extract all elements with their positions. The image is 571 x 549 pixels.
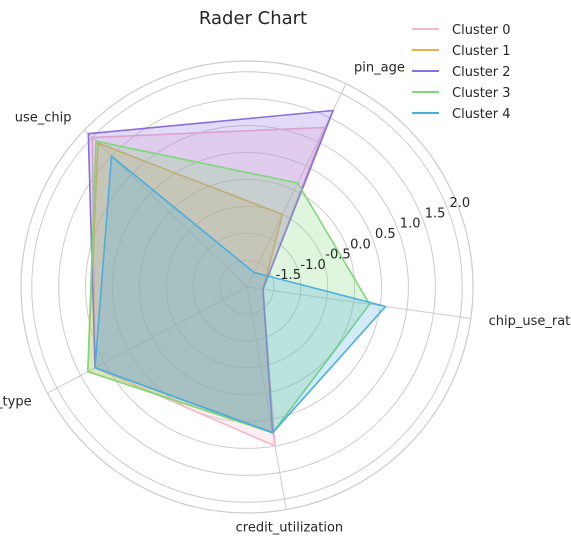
- chart-title: Rader Chart: [199, 8, 307, 29]
- spoke-credit_utilization: [246, 286, 287, 510]
- legend-label-1: Cluster 1: [452, 44, 511, 59]
- legend-label-3: Cluster 3: [452, 86, 511, 101]
- legend-label-2: Cluster 2: [452, 65, 511, 80]
- tick-label: -1.0: [300, 258, 325, 273]
- grid-circle-7: [31, 71, 463, 503]
- axis-label-layer: chip_use_ratio pin_age use_chip card_typecr…: [0, 61, 571, 536]
- grid-layer: [20, 60, 474, 514]
- axis-label-credit_utilization: credit_utilization: [236, 520, 344, 535]
- series-fill-0: [92, 127, 325, 447]
- grid-circle-6: [58, 98, 436, 476]
- grid-circle-2: [165, 205, 329, 369]
- grid-circle-4: [111, 151, 383, 423]
- tick-layer: -1.5-1.0-0.50.0 0.5 1.0 1.5 2.0: [276, 196, 471, 283]
- series-fill-1: [87, 143, 283, 433]
- grid-circle-5: [85, 125, 409, 449]
- grid-circle-1: [192, 232, 302, 342]
- axis-label-use_chip: use_chip: [15, 111, 72, 126]
- tick-label: 0.5: [375, 227, 396, 242]
- series-fill-2: [88, 110, 334, 433]
- legend-label-4: Cluster 4: [452, 107, 511, 122]
- tick-label: -1.5: [276, 268, 301, 283]
- spoke-chip_use_ratio: [246, 286, 471, 319]
- spoke-card_type: [47, 286, 248, 394]
- series-line-3: [87, 140, 371, 434]
- tick-label: 0.0: [350, 237, 371, 252]
- tick-label: 1.5: [425, 206, 446, 221]
- tick-label: 2.0: [450, 196, 471, 211]
- series-fill-3: [87, 141, 370, 433]
- tick-label: -0.5: [325, 248, 350, 263]
- axis-label-pin_age: pin_age: [354, 61, 405, 76]
- legend-label-0: Cluster 0: [452, 23, 511, 38]
- axis-label-card_type: card_type: [0, 395, 32, 410]
- legend: Cluster 0 Cluster 1 Cluster 2 Cluster 3 Clus…: [412, 23, 511, 122]
- series-fill-4: [95, 156, 386, 433]
- tick-label: 1.0: [400, 217, 421, 232]
- series-layer: [87, 109, 387, 447]
- grid-circle-3: [138, 178, 356, 396]
- grid-outer-circle: [20, 60, 474, 514]
- axis-label-chip_use_ratio: chip_use_ratio: [489, 314, 571, 329]
- grid-circle-0: [219, 259, 275, 315]
- series-line-4: [94, 155, 387, 434]
